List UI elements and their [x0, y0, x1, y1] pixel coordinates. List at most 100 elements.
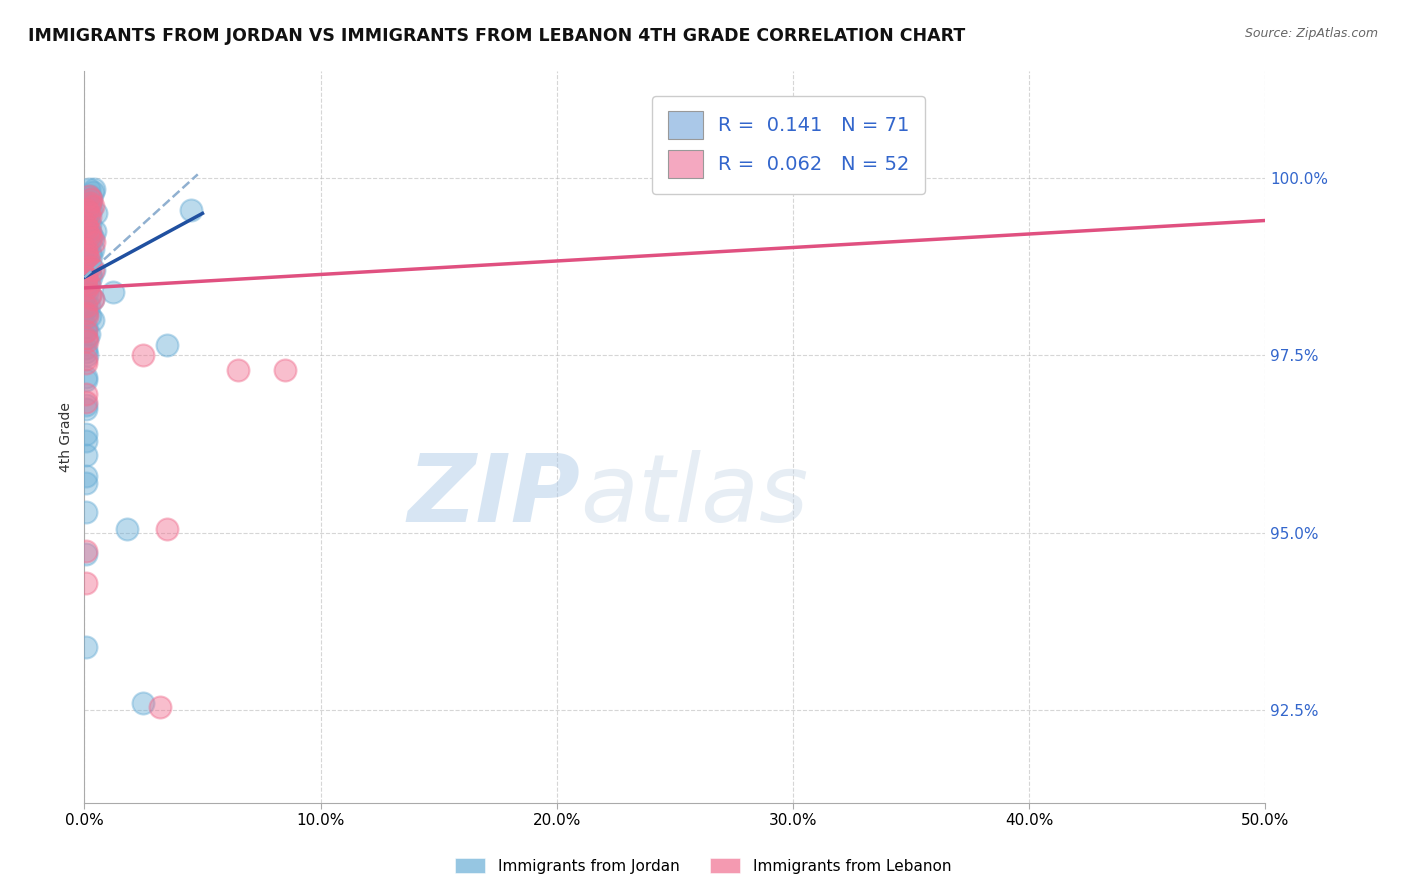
Point [77, 256, 100, 270]
Point [75, 324, 97, 338]
Point [80, 192, 103, 206]
Point [75, 547, 97, 561]
Point [79, 224, 101, 238]
Point [75, 242, 97, 256]
Point [75, 476, 97, 491]
Point [76, 220, 98, 235]
Point [156, 522, 179, 536]
Point [76, 348, 98, 362]
Point [75, 299, 97, 313]
Point [79, 195, 101, 210]
Point [75, 434, 97, 448]
Point [79, 217, 101, 231]
Point [76, 281, 98, 295]
Point [82, 231, 104, 245]
Point [79, 260, 101, 274]
Y-axis label: 4th Grade: 4th Grade [59, 402, 73, 472]
Point [75, 398, 97, 412]
Point [75, 256, 97, 270]
Point [79, 195, 101, 210]
Point [80, 249, 103, 263]
Point [79, 267, 101, 281]
Point [79, 288, 101, 302]
Point [75, 543, 97, 558]
Point [77, 227, 100, 242]
Point [132, 697, 155, 711]
Point [149, 700, 172, 714]
Point [75, 245, 97, 260]
Point [226, 362, 249, 376]
Point [82, 242, 104, 256]
Point [115, 522, 138, 536]
Point [75, 299, 97, 313]
Point [77, 299, 100, 313]
Point [79, 288, 101, 302]
Point [79, 245, 101, 260]
Point [76, 285, 98, 299]
Point [76, 306, 98, 320]
Point [77, 181, 100, 195]
Text: IMMIGRANTS FROM JORDAN VS IMMIGRANTS FROM LEBANON 4TH GRADE CORRELATION CHART: IMMIGRANTS FROM JORDAN VS IMMIGRANTS FRO… [28, 27, 966, 45]
Point [84, 206, 107, 220]
Point [75, 575, 97, 590]
Point [82, 185, 104, 199]
Point [75, 355, 97, 369]
Text: atlas: atlas [581, 450, 808, 541]
Point [76, 263, 98, 277]
Point [75, 320, 97, 334]
Point [75, 469, 97, 483]
Point [75, 324, 97, 338]
Point [75, 277, 97, 292]
Point [77, 188, 100, 202]
Point [82, 313, 104, 327]
Point [77, 235, 100, 249]
Point [76, 220, 98, 235]
Point [274, 362, 297, 376]
Point [77, 327, 100, 342]
Point [77, 199, 100, 213]
Point [77, 224, 100, 238]
Point [75, 394, 97, 409]
Text: ZIP: ZIP [408, 450, 581, 541]
Point [77, 252, 100, 267]
Point [80, 231, 103, 245]
Point [75, 270, 97, 285]
Point [132, 348, 155, 362]
Point [75, 387, 97, 401]
Point [75, 341, 97, 355]
Point [75, 426, 97, 441]
Point [83, 235, 105, 249]
Point [75, 344, 97, 359]
Legend: R =  0.141   N = 71, R =  0.062   N = 52: R = 0.141 N = 71, R = 0.062 N = 52 [652, 95, 925, 194]
Point [75, 238, 97, 252]
Point [76, 310, 98, 324]
Legend: Immigrants from Jordan, Immigrants from Lebanon: Immigrants from Jordan, Immigrants from … [449, 852, 957, 880]
Point [79, 210, 101, 224]
Point [79, 188, 101, 202]
Point [76, 249, 98, 263]
Point [75, 351, 97, 366]
Point [101, 285, 124, 299]
Point [82, 199, 104, 213]
Point [82, 263, 104, 277]
Point [82, 292, 104, 306]
Point [75, 373, 97, 387]
Point [82, 292, 104, 306]
Point [84, 224, 107, 238]
Point [75, 302, 97, 317]
Point [75, 505, 97, 519]
Point [80, 270, 103, 285]
Point [75, 448, 97, 462]
Point [77, 277, 100, 292]
Point [75, 274, 97, 288]
Point [79, 310, 101, 324]
Point [75, 306, 97, 320]
Point [80, 227, 103, 242]
Point [180, 202, 202, 217]
Point [75, 217, 97, 231]
Point [75, 331, 97, 345]
Point [77, 210, 100, 224]
Point [75, 260, 97, 274]
Point [80, 202, 103, 217]
Point [75, 640, 97, 654]
